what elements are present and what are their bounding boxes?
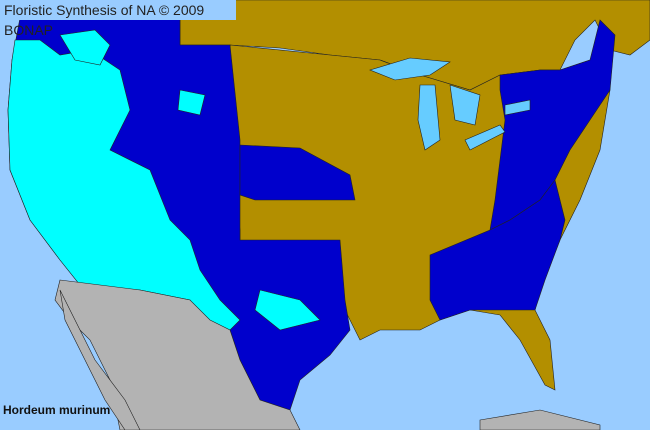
lake-superior xyxy=(369,57,451,81)
northwest-adventive-patch xyxy=(59,29,111,66)
lake-huron xyxy=(449,84,481,126)
texas-adventive-patch xyxy=(254,289,321,331)
northeast-present-region xyxy=(489,19,616,231)
species-label: Hordeum murinum xyxy=(3,403,111,417)
montana-adventive-patch xyxy=(177,89,206,116)
baja-california xyxy=(59,289,141,430)
plains-present-region xyxy=(239,144,356,201)
lake-erie xyxy=(464,124,506,151)
cuba xyxy=(479,409,601,430)
lake-michigan xyxy=(417,84,441,151)
southeast-present-region xyxy=(429,179,566,321)
lake-ontario xyxy=(504,99,531,116)
map-title: Floristic Synthesis of NA © 2009 BONAP xyxy=(0,0,236,38)
west-adventive-region xyxy=(7,39,241,336)
